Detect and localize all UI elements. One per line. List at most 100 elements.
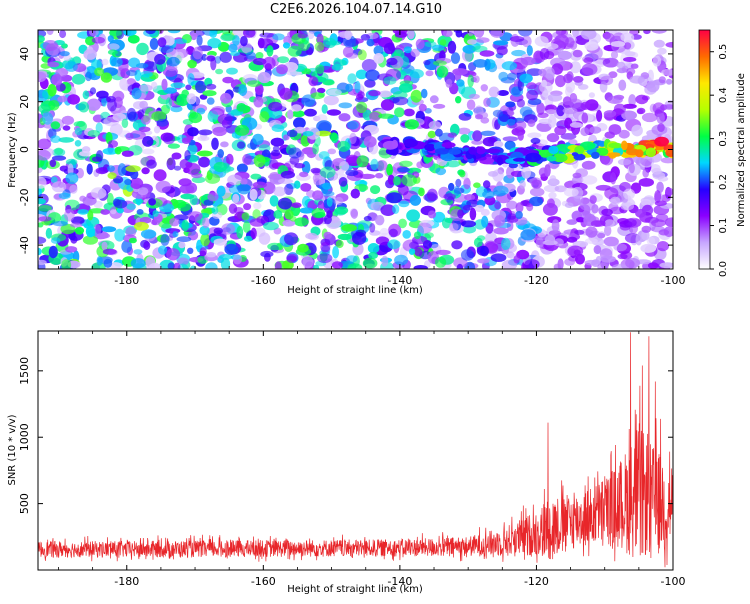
- spectrogram-cell: [277, 197, 293, 210]
- spectrogram-cell: [38, 103, 51, 114]
- spectrogram-cell: [327, 148, 337, 155]
- spectrogram-cell: [158, 245, 168, 255]
- spectrogram-cell: [289, 156, 300, 165]
- spectrogram-cell: [211, 206, 219, 215]
- spectrogram-cell: [236, 225, 244, 239]
- spectrogram-cell: [548, 230, 562, 237]
- spectrogram-cell: [542, 240, 558, 246]
- spectrogram-cell: [323, 95, 339, 106]
- colorbar-scale: [698, 29, 711, 270]
- spectrogram-cell: [537, 112, 549, 119]
- spectrogram-cell: [435, 249, 451, 256]
- spectrogram-cell: [38, 259, 47, 266]
- spectrogram-cell: [658, 229, 670, 236]
- spectrogram-cell: [623, 42, 632, 50]
- spectrogram-cell: [474, 204, 485, 213]
- spectrogram-cell: [597, 232, 606, 239]
- spectrogram-cell: [613, 243, 627, 252]
- spectrogram-cell: [337, 233, 352, 241]
- spectrogram-cell: [65, 61, 78, 72]
- spectrogram-cell: [487, 171, 499, 177]
- spectrogram-cell: [221, 162, 231, 174]
- spectrogram-cell: [635, 94, 649, 105]
- spectrogram-cell: [93, 223, 102, 237]
- spectrogram-cell: [403, 46, 412, 54]
- spectrogram-cell: [110, 209, 117, 215]
- spectrogram-cells: [38, 30, 673, 269]
- spectrogram-cell: [345, 154, 359, 164]
- spectrogram-cell: [38, 138, 52, 150]
- spectrogram-cell: [524, 259, 540, 269]
- spectrogram-cell: [542, 66, 555, 79]
- signal-track-cell: [434, 148, 450, 155]
- spectrogram-cell: [173, 165, 182, 171]
- spectrogram-cell: [247, 80, 261, 87]
- spectrogram-cell: [665, 187, 673, 196]
- spectrogram-cell: [551, 219, 560, 232]
- spectrogram-cell: [439, 39, 447, 46]
- spectrogram-cell: [367, 243, 380, 254]
- spectrogram-cell: [506, 118, 516, 126]
- spectrogram-cell: [86, 163, 93, 175]
- spectrogram-cell: [242, 153, 253, 166]
- spectrogram-cell: [334, 206, 349, 215]
- spectrogram-cell: [196, 35, 203, 46]
- signal-track-cell: [574, 145, 585, 155]
- spectrogram-cell: [165, 97, 172, 109]
- spectrogram-cell: [198, 129, 213, 136]
- spectrogram-cell: [243, 235, 253, 242]
- spectrogram-cell: [338, 113, 351, 122]
- spectrogram-cell: [206, 97, 215, 105]
- spectrogram-cell: [284, 232, 299, 246]
- spectrogram-cell: [373, 45, 384, 56]
- spectrogram-cell: [138, 126, 151, 133]
- spectrogram-cell: [249, 188, 258, 201]
- spectrogram-cell: [107, 140, 119, 148]
- snr-ylabel: SNR (10 * v/v): [7, 414, 18, 485]
- spectrogram-cell: [476, 235, 486, 241]
- spectrogram-cell: [86, 98, 101, 111]
- spectrogram-cell: [456, 79, 465, 87]
- spectrogram-cell: [139, 216, 152, 224]
- spectrogram-cell: [51, 155, 67, 161]
- spectrogram-cell: [342, 46, 354, 58]
- spectrogram-cell: [273, 210, 283, 219]
- spectrogram-cell: [657, 47, 667, 55]
- spectrogram-cell: [350, 208, 358, 219]
- spectrogram-cell: [154, 53, 166, 65]
- spectrogram-cell: [386, 163, 393, 176]
- spectrogram-cell: [156, 118, 169, 127]
- spectrogram-cell: [653, 39, 665, 48]
- spectrogram-cell: [539, 47, 550, 60]
- spectrogram-cell: [67, 94, 80, 105]
- spectrogram-cell: [386, 57, 398, 66]
- spectrogram-cell: [464, 194, 476, 201]
- spectrogram-cell: [410, 89, 422, 103]
- spectrogram-cell: [226, 67, 238, 75]
- signal-track-cell: [448, 148, 462, 155]
- spectrogram-cell: [610, 172, 617, 185]
- spectrogram-cell: [563, 187, 579, 197]
- spectrogram-cell: [187, 59, 197, 69]
- spectrogram-cell: [331, 261, 343, 269]
- spectrogram-cell: [656, 181, 664, 193]
- spectrogram-cell: [467, 39, 477, 45]
- spectrogram-cell: [629, 75, 645, 84]
- spectrogram-cell: [427, 210, 437, 219]
- spectrogram-cell: [48, 245, 58, 259]
- spectrogram-cell: [546, 133, 560, 143]
- spectrogram-cell: [493, 185, 509, 196]
- spectrogram-cell: [431, 44, 445, 51]
- spectrogram-cell: [534, 36, 549, 47]
- snr-frame: [37, 330, 674, 571]
- y-tick-label: 40: [18, 47, 31, 61]
- spectrogram-cell: [424, 232, 434, 239]
- spectrogram-cell: [61, 115, 75, 125]
- signal-track-cell: [391, 139, 398, 149]
- spectrogram-cell: [166, 157, 176, 171]
- spectrogram-cell: [207, 192, 219, 202]
- spectrogram-cell: [78, 101, 90, 113]
- spectrogram-cell: [492, 109, 504, 118]
- spectrogram-cell: [157, 37, 167, 48]
- spectrogram-cell: [71, 216, 85, 225]
